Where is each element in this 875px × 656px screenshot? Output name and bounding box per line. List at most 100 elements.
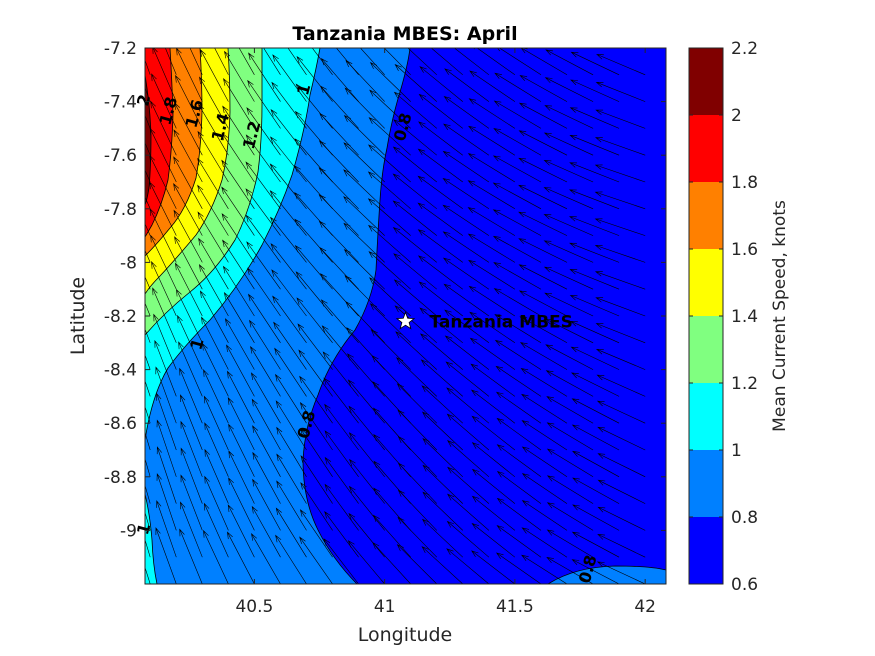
y-tick-label: -8.6	[104, 414, 137, 434]
current-arrow	[276, 453, 307, 504]
current-arrow	[297, 323, 333, 370]
current-arrow	[572, 450, 620, 478]
current-arrow	[154, 339, 177, 397]
current-arrow	[369, 303, 411, 344]
y-tick-label: -7.8	[104, 200, 137, 220]
current-arrow	[287, 48, 307, 75]
current-arrow	[521, 554, 568, 584]
current-arrow	[467, 233, 516, 263]
current-arrow	[494, 314, 542, 344]
current-arrow	[569, 134, 620, 156]
current-arrow	[546, 396, 594, 424]
current-arrow	[570, 51, 620, 76]
current-arrow	[345, 301, 385, 344]
current-arrow	[203, 529, 229, 584]
current-arrow	[543, 187, 594, 210]
current-arrow	[594, 191, 646, 210]
current-arrow	[145, 114, 151, 129]
current-arrow	[492, 209, 542, 236]
current-arrow	[156, 419, 177, 477]
colorbar-tick-label: 1.2	[731, 374, 758, 394]
current-arrow	[348, 485, 385, 531]
current-arrow	[247, 267, 281, 317]
current-arrow	[299, 375, 333, 424]
current-arrow	[544, 292, 594, 317]
current-arrow	[224, 318, 255, 370]
current-arrow	[521, 527, 568, 558]
current-arrow	[221, 132, 255, 183]
current-arrow	[392, 146, 437, 183]
current-arrow	[497, 48, 542, 76]
current-arrow	[203, 502, 229, 558]
current-arrow	[276, 426, 307, 477]
current-arrow	[145, 223, 151, 236]
current-arrow	[226, 344, 255, 397]
current-arrow	[197, 184, 229, 236]
current-arrow	[145, 457, 151, 477]
current-arrow	[595, 323, 646, 344]
current-arrow	[271, 81, 307, 129]
current-arrow	[263, 48, 281, 75]
current-arrow	[296, 297, 333, 343]
current-arrow	[596, 374, 646, 397]
current-vector-arrows	[145, 48, 646, 584]
current-arrow	[468, 285, 516, 317]
marker-label: Tanzania MBES	[430, 312, 573, 332]
current-arrow	[254, 48, 255, 49]
current-arrow	[197, 157, 229, 209]
current-arrow	[545, 370, 594, 397]
current-arrow	[419, 307, 463, 344]
current-arrow	[544, 105, 594, 129]
current-arrow	[495, 391, 542, 424]
current-arrow	[300, 428, 333, 477]
current-arrow	[324, 510, 359, 558]
current-arrow	[442, 231, 490, 263]
current-arrow	[272, 295, 307, 343]
current-arrow	[422, 437, 464, 478]
current-arrow	[393, 91, 437, 129]
x-tick-label: 42	[634, 597, 656, 617]
current-arrow	[145, 431, 151, 451]
current-arrow	[347, 379, 385, 424]
current-arrow	[594, 271, 646, 290]
current-arrow	[393, 279, 437, 317]
current-arrow	[251, 505, 281, 558]
current-arrow	[324, 430, 359, 477]
current-arrow	[222, 239, 255, 290]
current-arrow	[178, 341, 203, 397]
current-arrow	[321, 325, 359, 370]
current-arrow	[324, 403, 359, 451]
colorbar-tick-label: 2.2	[731, 39, 758, 59]
current-arrow	[343, 196, 385, 236]
x-axis-ticks: 40.5 41 41.5 42	[235, 48, 656, 617]
current-arrow	[270, 216, 307, 263]
current-arrow	[156, 392, 177, 451]
colorbar-tick-label: 1.6	[731, 240, 758, 260]
current-arrow	[165, 48, 177, 75]
current-arrow	[496, 525, 542, 558]
current-arrow	[518, 238, 568, 263]
current-arrow	[597, 453, 646, 478]
current-arrow	[571, 424, 620, 451]
current-arrow	[248, 52, 281, 102]
current-arrow	[570, 346, 620, 370]
current-arrow	[572, 504, 620, 531]
current-arrow	[280, 48, 281, 49]
current-arrow	[597, 479, 646, 504]
current-arrow	[594, 218, 646, 236]
current-arrow	[447, 493, 490, 531]
current-arrow	[418, 281, 463, 317]
current-arrow	[421, 546, 464, 584]
current-arrow	[471, 495, 516, 531]
current-arrow	[494, 72, 542, 102]
current-arrow	[199, 290, 229, 343]
current-arrow	[343, 114, 385, 156]
colorbar-segment	[689, 517, 723, 584]
current-arrow	[318, 140, 359, 183]
colorbar-tick-label: 1	[731, 441, 742, 461]
contour-label: 2	[133, 92, 154, 108]
current-arrow	[494, 339, 542, 370]
current-arrow	[179, 528, 203, 584]
contour-label: 1	[186, 336, 207, 352]
current-arrow	[369, 61, 411, 102]
